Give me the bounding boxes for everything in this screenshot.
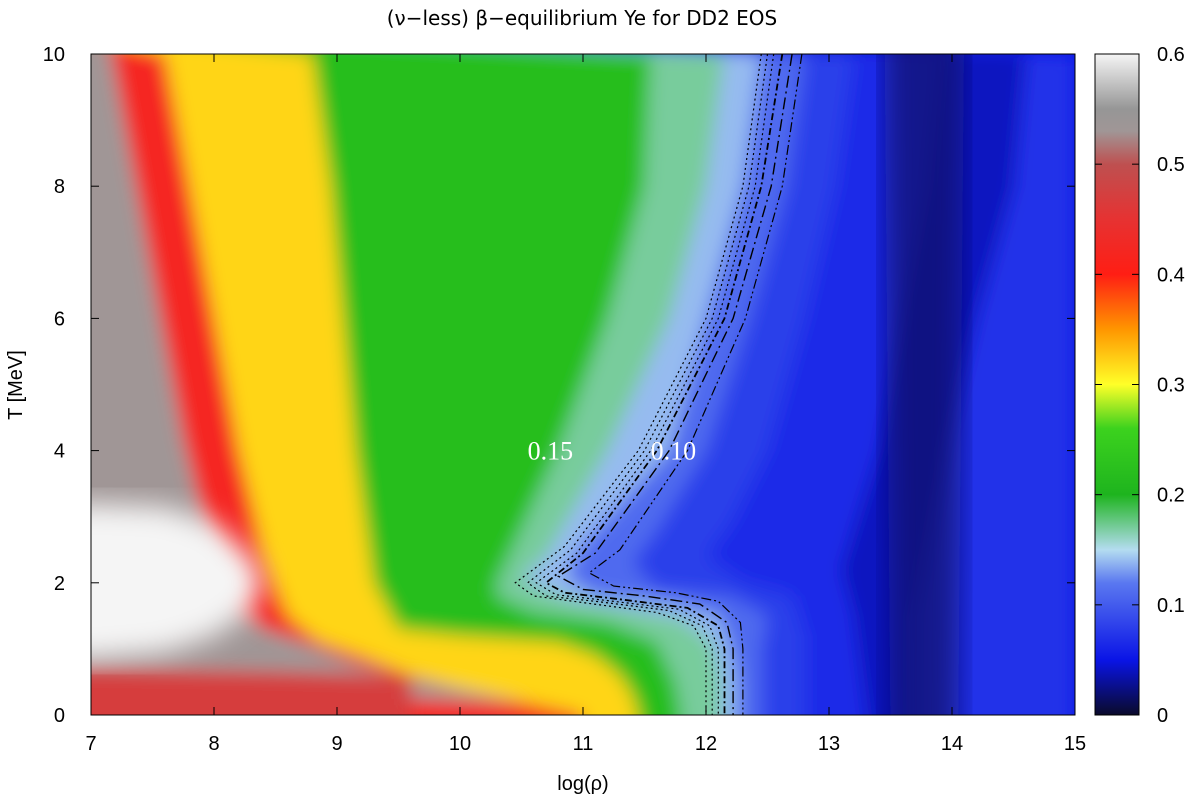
colorbar-gradient	[1094, 53, 1140, 716]
y-axis-title: T [MeV]	[5, 350, 27, 420]
x-tick-label: 13	[818, 733, 840, 755]
field-band-white	[91, 503, 264, 659]
contour-label-1: 0.15	[528, 437, 574, 466]
x-tick-label: 9	[331, 733, 342, 755]
contour-label-2: 0.10	[651, 437, 697, 466]
field-band-low-red	[91, 668, 411, 715]
contour-line-4	[544, 54, 784, 715]
field-band-dark-core	[884, 54, 965, 715]
field-bands	[91, 54, 1075, 715]
x-tick-label: 12	[695, 733, 717, 755]
contour-lines	[514, 54, 803, 715]
y-axis: 0 2 4 6 8 10	[43, 44, 1075, 727]
plot-area	[91, 54, 1075, 715]
y-tick-label: 0	[54, 705, 65, 727]
contour-line-1	[514, 54, 762, 715]
x-axis: 7 8 9 10 11 12 13 14 15	[85, 54, 1086, 755]
colorbar-tick-label: 0.2	[1157, 485, 1185, 507]
contour-line-3	[535, 54, 775, 715]
colorbar-tick-label: 0.4	[1157, 264, 1185, 286]
contour-labels: 0.15 0.10	[528, 437, 697, 466]
chart-title: (ν−less) β−equilibrium Ye for DD2 EOS	[387, 6, 778, 30]
contour-line-5	[557, 54, 793, 715]
x-tick-label: 10	[449, 733, 471, 755]
colorbar-tick-label: 0.1	[1157, 595, 1185, 617]
y-tick-label: 4	[54, 441, 65, 463]
colorbar-ticks: 0 0.1 0.2 0.3 0.4 0.5 0.6	[1095, 44, 1185, 727]
x-tick-label: 15	[1064, 733, 1086, 755]
y-tick-label: 8	[54, 176, 65, 198]
colorbar-tick-label: 0.5	[1157, 154, 1185, 176]
x-tick-label: 14	[941, 733, 963, 755]
x-tick-label: 7	[85, 733, 96, 755]
ye-color-field	[91, 54, 1075, 715]
contour-line-6	[588, 54, 803, 715]
field-band-dark-core-group	[884, 54, 965, 715]
y-tick-label: 10	[43, 44, 65, 66]
y-tick-label: 2	[54, 573, 65, 595]
colorbar: 0 0.1 0.2 0.3 0.4 0.5 0.6	[1094, 44, 1185, 727]
y-tick-label: 6	[54, 308, 65, 330]
colorbar-tick-label: 0	[1157, 705, 1168, 727]
x-tick-label: 11	[573, 733, 594, 755]
field-band-white-group	[91, 503, 264, 659]
colorbar-tick-label: 0.3	[1157, 375, 1185, 397]
x-tick-label: 8	[208, 733, 219, 755]
x-axis-title: log(ρ)	[557, 773, 608, 795]
colorbar-tick-label: 0.6	[1157, 44, 1185, 66]
